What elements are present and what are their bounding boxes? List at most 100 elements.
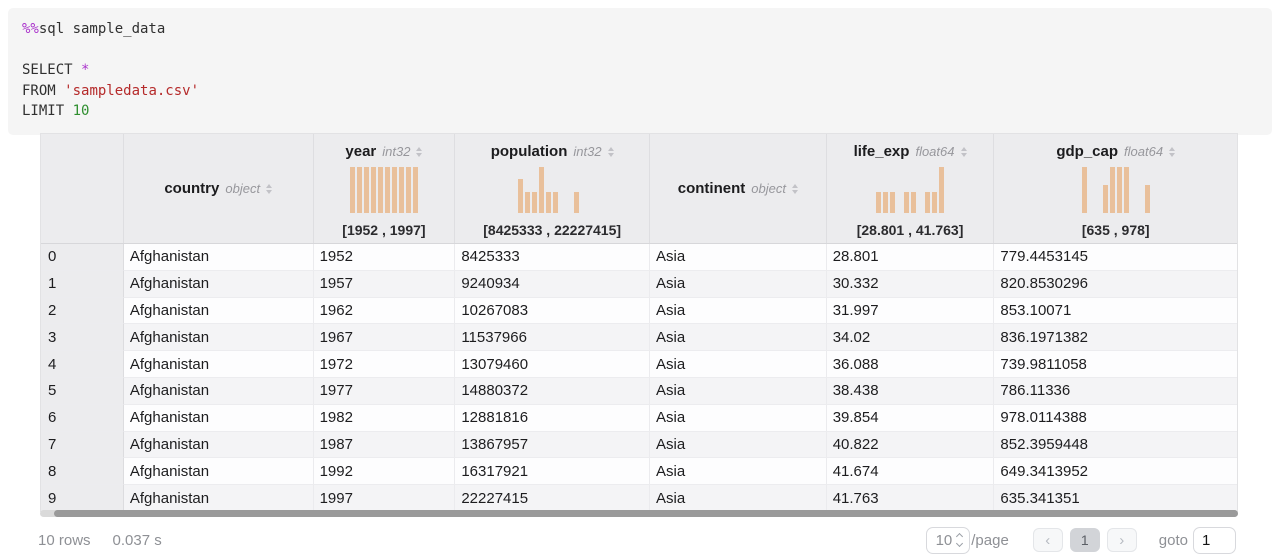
histogram-bar <box>1116 167 1122 213</box>
current-page-button[interactable]: 1 <box>1069 528 1100 552</box>
table-body: 0 Afghanistan 1952 8425333 Asia 28.801 779.445… <box>41 244 1238 512</box>
column-name: year <box>345 143 377 160</box>
table-row: 5 Afghanistan 1977 14880372 Asia 38.438 786.11… <box>41 377 1238 405</box>
table-cell: 31.997 <box>826 297 995 325</box>
column-header-country[interactable]: country object <box>124 134 314 243</box>
histogram-bar <box>412 167 418 213</box>
table-cell: 38.438 <box>826 377 995 405</box>
table-row: 4 Afghanistan 1972 13079460 Asia 36.088 739.98… <box>41 351 1238 378</box>
column-header-index <box>41 134 124 243</box>
column-histogram <box>518 167 586 213</box>
table-cell: Afghanistan <box>123 377 314 405</box>
column-dtype: float64 <box>915 144 955 159</box>
histogram-bar <box>574 192 580 213</box>
table-cell: 1977 <box>313 377 456 405</box>
per-page-label: /page <box>971 531 1009 549</box>
page-size-value: 10 <box>935 531 953 549</box>
column-header-life_exp[interactable]: life_exp float64 [28.801 , 41.763] <box>827 134 995 243</box>
horizontal-scrollbar-track[interactable] <box>40 510 1238 517</box>
sort-icon[interactable] <box>266 183 273 194</box>
table-cell: 13079460 <box>455 351 650 378</box>
sort-icon[interactable] <box>791 183 798 194</box>
histogram-bar <box>1123 167 1129 213</box>
table-cell: 8425333 <box>455 244 650 271</box>
table-cell: Afghanistan <box>123 351 314 378</box>
column-histogram <box>1081 167 1150 213</box>
table-row: 2 Afghanistan 1962 10267083 Asia 31.997 853.10… <box>41 297 1238 325</box>
next-page-button[interactable]: › <box>1106 528 1137 552</box>
histogram-bar <box>349 167 355 213</box>
histogram-bar <box>384 167 390 213</box>
table-cell: Asia <box>650 485 827 512</box>
query-time-label: 0.037 s <box>112 531 162 549</box>
table-cell: 22227415 <box>455 485 650 512</box>
table-cell: Asia <box>650 270 827 298</box>
table-cell: 1962 <box>313 297 456 325</box>
table-row: 7 Afghanistan 1987 13867957 Asia 40.822 852.39… <box>41 431 1238 459</box>
table-cell: Asia <box>650 351 827 378</box>
table-cell: Asia <box>650 297 827 325</box>
column-name: population <box>490 143 568 160</box>
column-header-year[interactable]: year int32 [1952 , 1997] <box>314 134 456 243</box>
table-cell: 779.4453145 <box>994 244 1238 271</box>
histogram-bar <box>356 167 362 213</box>
histogram-bar <box>939 167 945 213</box>
table-row: 3 Afghanistan 1967 11537966 Asia 34.02 836.197… <box>41 324 1238 352</box>
row-index-cell: 6 <box>41 404 124 432</box>
table-cell: 1967 <box>313 324 456 352</box>
table-cell: 28.801 <box>826 244 995 271</box>
table-cell: 1952 <box>313 244 456 271</box>
column-dtype: int32 <box>382 144 411 159</box>
horizontal-scrollbar-thumb[interactable] <box>54 510 1238 517</box>
column-dtype: int32 <box>573 144 602 159</box>
histogram-bar <box>1081 167 1087 213</box>
code-line: SELECT * <box>22 62 90 78</box>
table-cell: Afghanistan <box>123 244 314 271</box>
histogram-bar <box>363 167 369 213</box>
histogram-bar <box>539 167 545 213</box>
table-cell: 1997 <box>313 485 456 512</box>
table-cell: 978.0114388 <box>994 405 1238 432</box>
histogram-bar <box>553 192 559 213</box>
pagination-controls: 10 /page ‹ 1 › goto <box>925 526 1236 554</box>
histogram-bar <box>398 167 404 213</box>
sort-icon[interactable] <box>1169 146 1176 157</box>
row-index-cell: 0 <box>41 244 124 271</box>
column-name: life_exp <box>853 143 910 160</box>
sort-icon[interactable] <box>416 146 423 157</box>
histogram-bar <box>405 167 411 213</box>
goto-page-input[interactable] <box>1193 526 1236 554</box>
page-size-select[interactable]: 10 <box>925 526 971 554</box>
column-header-gdp_cap[interactable]: gdp_cap float64 [635 , 978] <box>994 134 1237 243</box>
column-name: continent <box>677 180 746 197</box>
column-histogram <box>349 167 418 213</box>
column-dtype: object <box>751 181 786 196</box>
row-index-cell: 1 <box>41 270 124 298</box>
column-histogram <box>876 167 945 213</box>
histogram-bar <box>876 192 882 213</box>
histogram-bar <box>911 192 917 213</box>
column-header-population[interactable]: population int32 [8425333 , 22227415] <box>455 134 650 243</box>
histogram-bar <box>883 192 889 213</box>
histogram-bar <box>391 167 397 213</box>
table-cell: Asia <box>650 244 827 271</box>
table-cell: 786.11336 <box>994 378 1238 405</box>
sort-icon[interactable] <box>607 146 614 157</box>
sql-code-cell[interactable]: %%sql sample_data SELECT * FROM 'sampleda… <box>8 8 1272 135</box>
histogram-bar <box>890 192 896 213</box>
histogram-bar <box>377 167 383 213</box>
table-cell: 1992 <box>313 458 456 486</box>
row-index-cell: 9 <box>41 485 124 512</box>
table-cell: 1972 <box>313 351 456 378</box>
sort-icon[interactable] <box>960 146 967 157</box>
table-cell: Asia <box>650 324 827 352</box>
histogram-bar <box>370 167 376 213</box>
column-range-label: [635 , 978] <box>1081 222 1150 238</box>
prev-page-button[interactable]: ‹ <box>1032 528 1063 552</box>
table-cell: 30.332 <box>826 270 995 298</box>
histogram-bar <box>546 192 552 213</box>
table-cell: 39.854 <box>826 404 995 432</box>
code-line <box>22 40 1258 61</box>
column-header-continent[interactable]: continent object <box>650 134 827 243</box>
table-cell: Afghanistan <box>123 297 314 325</box>
